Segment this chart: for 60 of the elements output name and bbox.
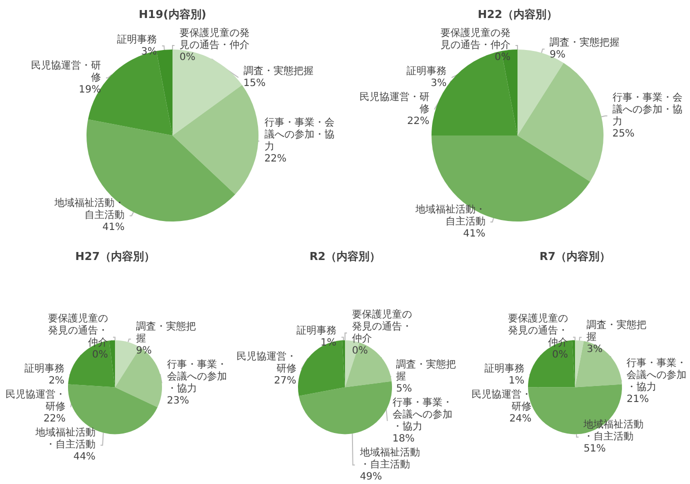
- data-label: 1%: [508, 376, 524, 387]
- slice-label: 地域福祉活動・自主活動: [582, 418, 644, 443]
- slice-label: 証明事務: [406, 65, 447, 78]
- slice-label: 行事・事業・会議への参加・協力: [392, 396, 452, 432]
- slice-label: 調査・実態把握: [550, 36, 620, 49]
- text: 0%: [552, 350, 568, 361]
- slice-label: 調査・実態把握: [396, 358, 456, 382]
- data-label: 49%: [360, 472, 382, 482]
- data-label: 51%: [584, 444, 606, 455]
- data-label: 41%: [102, 222, 125, 234]
- data-label: 9%: [550, 50, 566, 61]
- slice-label: 調査・実態把握: [243, 65, 314, 78]
- data-label: 19%: [78, 84, 102, 96]
- slice-label: 証明事務: [24, 362, 64, 375]
- chart-title: H22（内容別）: [478, 8, 558, 21]
- slice-label: 地域福祉活動・自主活動: [358, 446, 420, 470]
- slice-label: 民児協運営・研修: [6, 388, 66, 413]
- data-label: 41%: [463, 228, 486, 240]
- data-label: 3%: [586, 344, 603, 355]
- slice-label: 行事・事業・会議への参加・協力: [264, 116, 334, 153]
- chart-title: R7（内容別）: [539, 250, 611, 263]
- text: 0%: [352, 346, 368, 356]
- slice-label: 証明事務: [296, 324, 336, 337]
- data-label: 5%: [396, 384, 412, 394]
- slice-label: 地域福祉活動・自主活動: [54, 197, 125, 222]
- chart-title: R2（内容別）: [309, 250, 381, 263]
- data-label: 15%: [243, 78, 266, 90]
- slice-label: 調査・実態把握: [586, 318, 647, 343]
- data-label: 27%: [274, 376, 296, 387]
- data-label: 24%: [509, 414, 532, 425]
- slice-label: 行事・事業・会議への参加・協力: [166, 358, 227, 395]
- slice-label: 民児協運営・研修: [359, 91, 430, 116]
- slice-label: 民児協運営・研修: [236, 350, 296, 375]
- slice-label: 民児協運営・研修: [31, 59, 102, 84]
- data-label: 3%: [430, 78, 447, 90]
- slice-label: 行事・事業・会議への参加・協力: [612, 91, 682, 128]
- category-label: 要保護児童の発見の通告・仲介: [440, 28, 510, 52]
- category-label: 要保護児童の発見の通告・仲介: [180, 28, 250, 52]
- data-label: 2%: [48, 376, 64, 387]
- slice-label: 証明事務: [117, 33, 158, 46]
- slice-label: 証明事務: [484, 362, 524, 375]
- data-label: 23%: [166, 396, 190, 407]
- slice-label: 調査・実態把握: [136, 320, 196, 345]
- data-label: 25%: [612, 128, 635, 140]
- data-label: 22%: [407, 116, 430, 128]
- slice-label: 地域福祉活動・自主活動: [414, 203, 486, 228]
- text: 0%: [92, 350, 108, 361]
- data-label: 21%: [626, 394, 649, 405]
- slice-label: 行事・事業・会議への参加・協力: [626, 356, 687, 393]
- category-label: 要保護児童の発見の通告・仲介: [352, 310, 412, 344]
- slice-label: 地域福祉活動・自主活動: [34, 426, 96, 451]
- chart-title: H19(内容別): [138, 8, 206, 21]
- text: 0%: [180, 52, 196, 64]
- data-label: 18%: [392, 434, 415, 444]
- data-label: 22%: [264, 154, 287, 165]
- slice-label: 民児協運営・研修: [472, 388, 532, 413]
- data-label: 22%: [43, 414, 66, 425]
- chart-title: H27（内容別）: [75, 250, 155, 263]
- data-label: 44%: [73, 452, 96, 463]
- text: 0%: [494, 52, 510, 64]
